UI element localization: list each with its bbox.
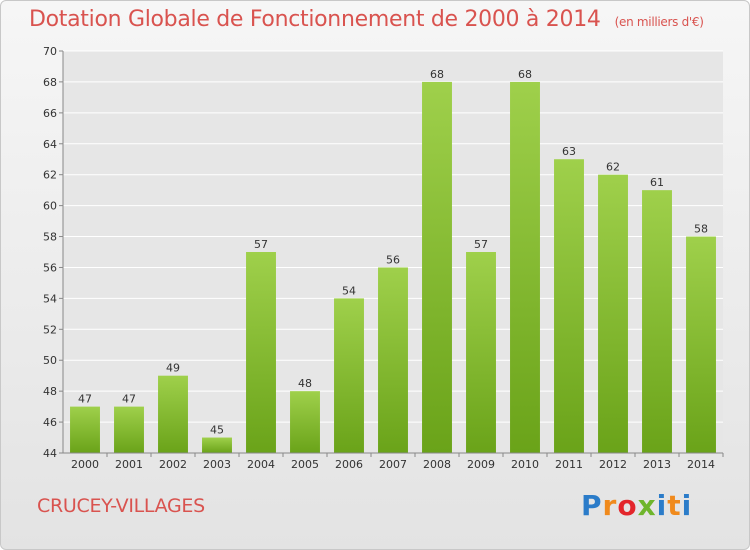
bar-2001 [114,406,144,453]
logo-letter: o [617,489,638,522]
y-axis: 44 46 48 50 52 54 56 58 60 62 64 66 68 70 [43,45,64,460]
y-tick-label: 52 [43,323,57,336]
bar-2006 [334,298,364,453]
x-tick-label: 2005 [291,458,319,471]
bar-2002 [158,375,188,453]
chart-title-text: Dotation Globale de Fonctionnement de 20… [29,7,601,32]
x-tick-label: 2002 [159,458,187,471]
place-name: CRUCEY-VILLAGES [37,495,205,517]
bar-value-label: 62 [606,161,620,174]
bar-2003 [202,437,232,453]
bar-value-label: 57 [474,238,488,251]
y-tick-label: 48 [43,385,57,398]
bar-2004 [246,252,276,453]
x-tick-label: 2006 [335,458,363,471]
x-tick-label: 2004 [247,458,275,471]
x-tick-label: 2003 [203,458,231,471]
bar-2013 [642,190,672,453]
bar-value-label: 49 [166,362,180,375]
bar-value-label: 56 [386,253,400,266]
bar-value-label: 47 [122,393,136,406]
bar-2009 [466,252,496,453]
y-tick-label: 62 [43,169,57,182]
bar-value-label: 47 [78,393,92,406]
x-tick-label: 2014 [687,458,715,471]
proxiti-logo: Proxiti [581,489,692,522]
logo-letter: t [667,489,682,522]
bar-2014 [686,236,716,453]
bar-value-label: 58 [694,223,708,236]
bars: 47 47 49 45 57 48 54 56 68 57 68 63 62 61 58 [70,68,716,453]
x-tick-label: 2009 [467,458,495,471]
bar-value-label: 63 [562,145,576,158]
bar-value-label: 61 [650,176,664,189]
bar-2008 [422,81,452,453]
logo-letter: x [637,489,657,522]
x-tick-label: 2001 [115,458,143,471]
y-tick-label: 56 [43,261,57,274]
bar-2010 [510,81,540,453]
bar-value-label: 68 [518,68,532,81]
bar-2007 [378,267,408,453]
bar-2000 [70,406,100,453]
x-tick-label: 2010 [511,458,539,471]
y-tick-label: 70 [43,45,57,58]
y-tick-label: 66 [43,107,57,120]
bar-value-label: 54 [342,284,356,297]
x-tick-label: 2000 [71,458,99,471]
bar-value-label: 68 [430,68,444,81]
y-tick-label: 44 [43,447,57,460]
y-tick-label: 54 [43,292,57,305]
bar-2005 [290,391,320,453]
logo-letter: r [602,489,618,522]
x-tick-label: 2013 [643,458,671,471]
chart-title: Dotation Globale de Fonctionnement de 20… [29,7,704,32]
y-tick-label: 64 [43,138,57,151]
x-tick-label: 2011 [555,458,583,471]
chart-subtitle: (en milliers d'€) [614,15,704,29]
x-tick-label: 2012 [599,458,627,471]
y-tick-label: 46 [43,416,57,429]
x-tick-label: 2007 [379,458,407,471]
logo-letter: i [656,489,668,522]
bar-value-label: 57 [254,238,268,251]
x-axis: 2000 2001 2002 2003 2004 2005 2006 2007 2008 2009… [63,452,724,471]
logo-letter: P [581,489,603,522]
bar-value-label: 48 [298,377,312,390]
logo-letter: i [681,489,693,522]
x-tick-label: 2008 [423,458,451,471]
bar-2011 [554,159,584,453]
y-tick-label: 50 [43,354,57,367]
y-tick-label: 60 [43,200,57,213]
bar-2012 [598,174,628,453]
y-tick-label: 68 [43,76,57,89]
bar-value-label: 45 [210,424,224,437]
y-tick-label: 58 [43,231,57,244]
